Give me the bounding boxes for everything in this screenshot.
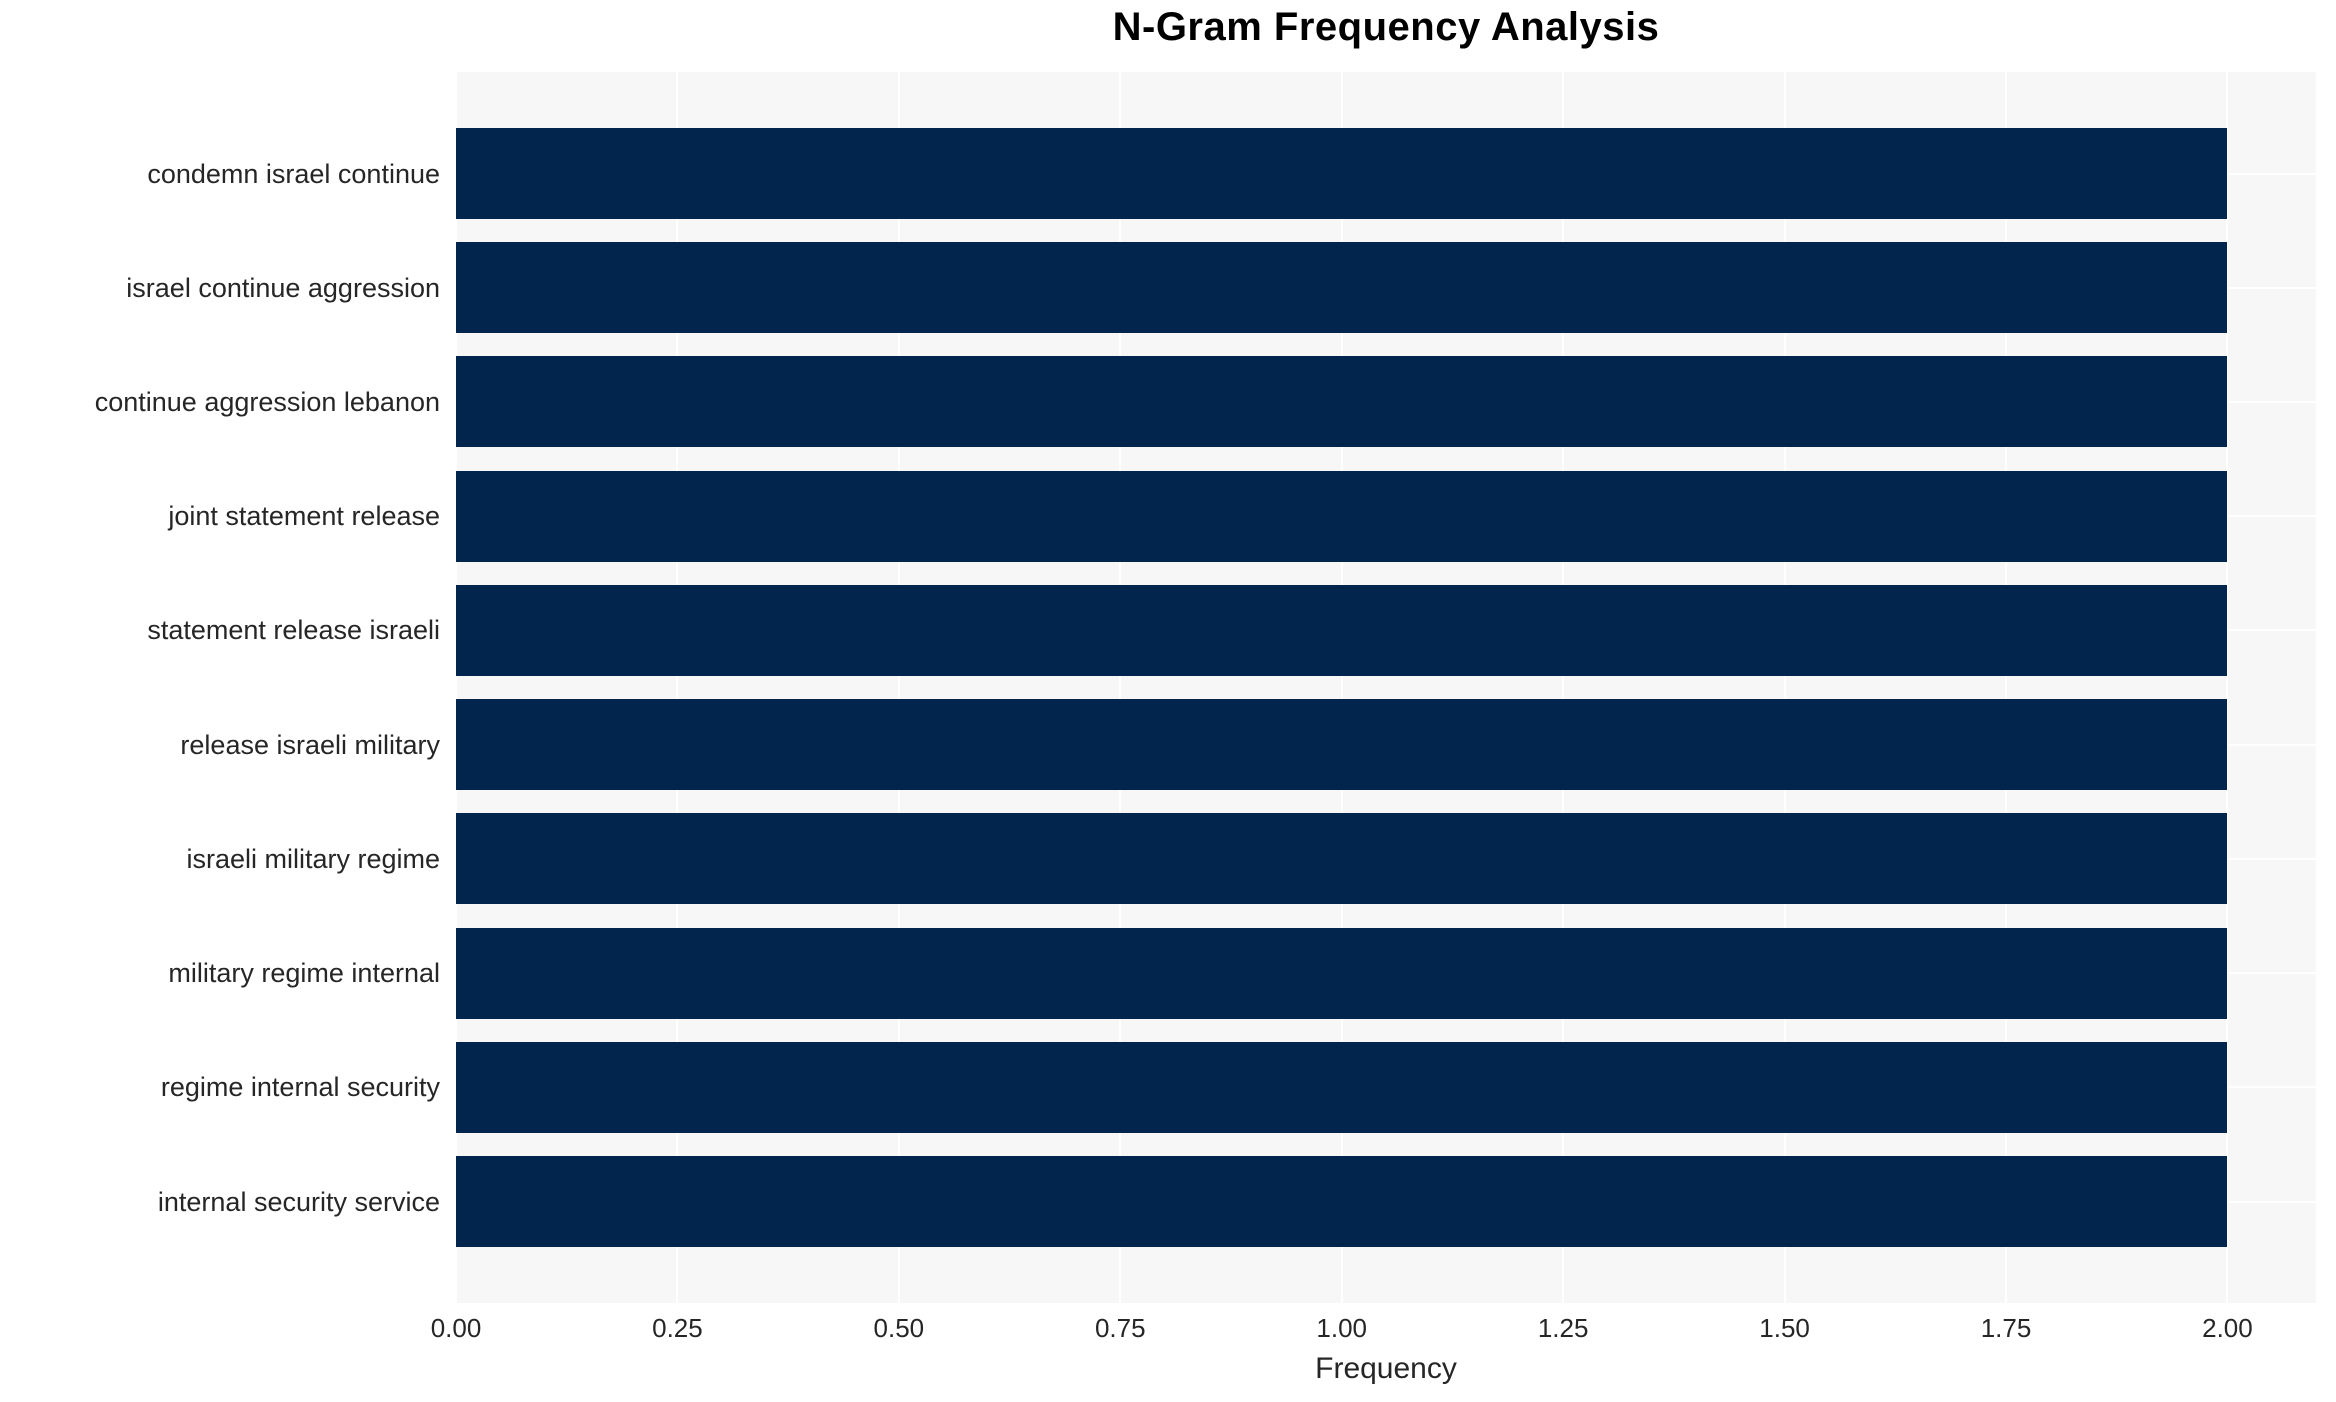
y-axis-labels: condemn israel continue israel continue a…: [0, 0, 448, 1402]
bar: [456, 1041, 2228, 1133]
x-tick-label: 0.75: [1094, 1313, 1146, 1343]
bar: [456, 242, 2228, 334]
x-tick-label: 0.00: [430, 1313, 482, 1343]
x-tick-label: 1.00: [1316, 1313, 1368, 1343]
vertical-gridline: [2005, 72, 2007, 1303]
y-tick-label: israel continue aggression: [126, 272, 440, 303]
vertical-gridline: [1783, 72, 1786, 1303]
vertical-gridline: [2226, 72, 2229, 1303]
bar: [456, 1156, 2228, 1247]
y-tick-label: israeli military regime: [186, 843, 440, 874]
x-tick-label: 0.50: [873, 1313, 925, 1343]
bar: [456, 128, 2228, 219]
y-tick-label: regime internal security: [160, 1072, 440, 1103]
x-axis-title: Frequency: [1315, 1352, 1457, 1385]
y-tick-label: internal security service: [157, 1186, 440, 1217]
vertical-gridline: [1119, 72, 1122, 1303]
y-tick-label: statement release israeli: [147, 615, 440, 646]
vertical-gridline: [1562, 72, 1565, 1303]
vertical-gridline: [676, 72, 679, 1303]
bar: [456, 927, 2228, 1019]
bar: [456, 470, 2228, 562]
vertical-gridline: [456, 72, 457, 1303]
bar: [456, 584, 2228, 676]
x-tick-label: 0.25: [652, 1313, 703, 1343]
bar: [456, 813, 2228, 905]
x-tick-label: 1.25: [1537, 1313, 1589, 1343]
vertical-gridline: [1340, 72, 1343, 1303]
y-tick-label: release israeli military: [180, 729, 440, 760]
vertical-gridline: [897, 72, 900, 1303]
chart-title: N-Gram Frequency Analysis: [1112, 5, 1660, 49]
x-tick-label: 2.00: [2202, 1313, 2253, 1343]
y-tick-label: joint statement release: [168, 501, 440, 532]
x-tick-label: 1.75: [1980, 1313, 2032, 1343]
y-tick-label: military regime internal: [168, 958, 440, 989]
y-tick-label: continue aggression lebanon: [94, 386, 440, 417]
bar: [456, 356, 2228, 448]
plot-area: [456, 72, 2316, 1303]
bar: [456, 699, 2228, 791]
x-tick-label: 1.50: [1759, 1313, 1810, 1343]
y-tick-label: condemn israel continue: [147, 158, 440, 189]
